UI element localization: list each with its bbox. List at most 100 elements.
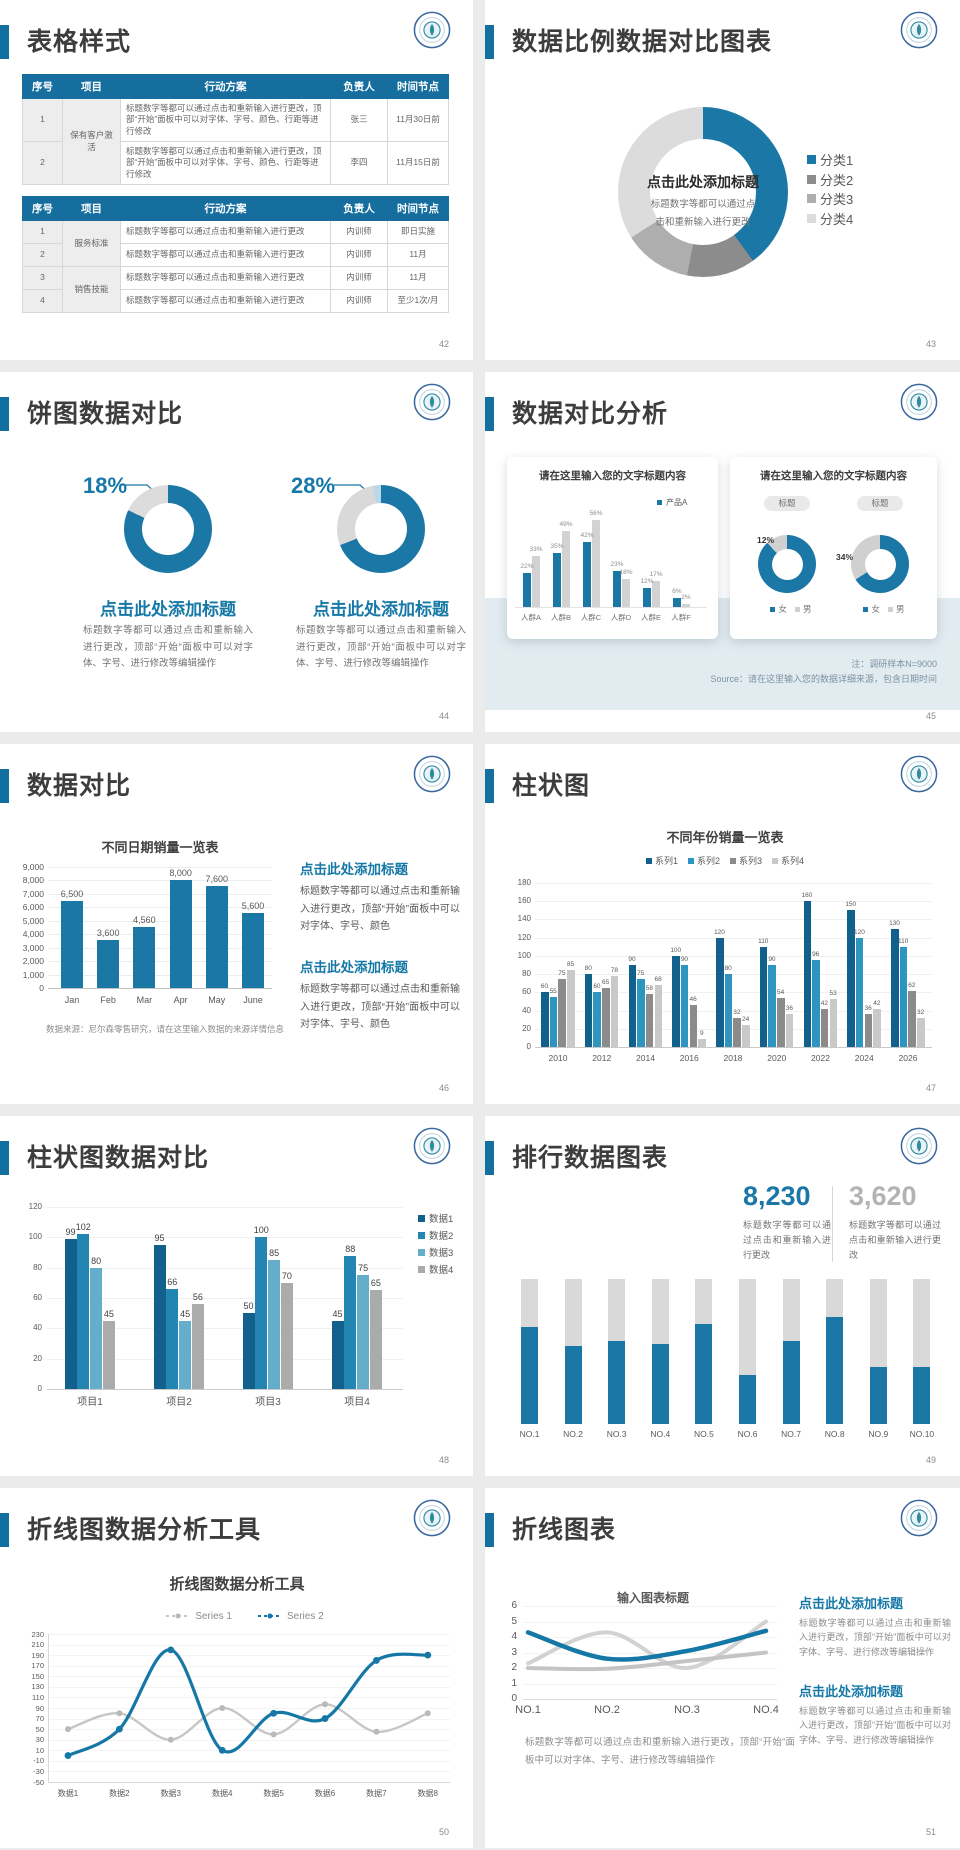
bar-fill	[782, 1341, 800, 1424]
slide-page-43[interactable]: 数据比例数据对比图表 点击此处添加标题 标题数字等都可以通过点击和重新输入进行更改…	[485, 0, 960, 360]
x-axis-label: 2022	[811, 1053, 830, 1063]
bar-value-label: 42%	[580, 531, 594, 539]
bar	[864, 1014, 873, 1047]
x-axis-label: 数据3	[160, 1789, 182, 1798]
table-cell: 保有客户激活	[62, 98, 121, 185]
page-number: 42	[438, 339, 449, 349]
bar-value-label: 8,000	[169, 868, 192, 879]
table-cell: 标题数字等都可以通过点击和重新输入进行更改，顶部“开始”面板中可以对字体、字号、…	[120, 98, 331, 142]
legend-label: 分类4	[820, 211, 854, 227]
legend-label: 系列1	[654, 856, 678, 866]
x-axis-label: Apr	[173, 995, 188, 1006]
gridline	[48, 1697, 450, 1699]
legend-label: 数据3	[429, 1248, 454, 1259]
gridline	[535, 937, 932, 939]
bar-value-label: 70	[281, 1270, 292, 1281]
bar	[716, 937, 724, 1047]
legend-row: Series 1 Series 2	[140, 1609, 350, 1623]
chart-card: 请在这里输入您的文字标题内容 标题 12% 女男标题 34% 女男	[730, 457, 937, 639]
school-emblem-icon	[413, 383, 451, 421]
title-accent-bar	[0, 769, 9, 803]
bar-value-label: 80	[91, 1255, 102, 1266]
y-tick-label: 5	[511, 1615, 517, 1627]
title-accent-bar	[485, 25, 494, 59]
page-number: 48	[438, 1455, 449, 1465]
bar	[829, 998, 838, 1047]
slide-page-45[interactable]: 数据对比分析 请在这里输入您的文字标题内容 产品A 22% 33% 人群A 35% 49% 人…	[485, 372, 960, 732]
bar	[102, 1320, 115, 1389]
slide-page-47[interactable]: 柱状图 不同年份销量一览表 系列1 系列2 系列3 系列4 0 20 40 60 80 100 120…	[485, 744, 960, 1104]
text-block-body: 标题数字等都可以通过点击和重新输入进行更改，顶部“开始”面板中可以对字体、字号、…	[300, 984, 460, 1030]
gender-donut	[758, 535, 816, 593]
data-point	[167, 1736, 174, 1743]
legend-label: 男	[896, 604, 905, 614]
table-column-header: 项目	[62, 74, 121, 99]
bar	[759, 946, 768, 1047]
table-cell: 标题数字等都可以通过点击和重新输入进行更改	[120, 243, 331, 267]
table-cell: 内训师	[330, 243, 388, 267]
table-cell: 即日实施	[387, 220, 449, 244]
table-column-header: 负责人	[330, 74, 388, 99]
x-axis-label: NO.4	[650, 1429, 671, 1439]
gridline	[48, 880, 272, 882]
y-tick-label: 6	[511, 1600, 517, 1611]
bar-value-label: 110	[898, 937, 909, 945]
slide-page-49[interactable]: 排行数据图表 8,230 标题数字等都可以通过点击和重新输入进行更改 3,620 标题…	[485, 1116, 960, 1476]
legend-label: 系列3	[739, 856, 763, 866]
bar	[169, 880, 192, 989]
pct-label: 28%	[291, 473, 336, 498]
y-tick-label: 5,000	[22, 915, 44, 926]
bar	[593, 992, 601, 1047]
legend-row: 女男	[852, 603, 916, 615]
legend-marker	[730, 857, 736, 864]
chart-card: 请在这里输入您的文字标题内容 产品A 22% 33% 人群A 35% 49% 人群B 42% 56…	[507, 457, 718, 639]
x-axis-label: Feb	[100, 995, 116, 1006]
slide-page-42[interactable]: 表格样式 序号 项目 行动方案 负责人 时间节点 1 保有客户激活 标题数字等都可以通过点击和…	[0, 0, 473, 360]
bar	[873, 1008, 881, 1047]
legend-item: 系列3	[730, 854, 762, 867]
data-table: 序号 项目 行动方案 负责人 时间节点 1 服务标准 标题数字等都可以通过点击和重新输入进行更…	[22, 196, 449, 313]
tag-pill: 标题	[857, 496, 903, 511]
bar-value-label: 42	[873, 999, 881, 1007]
gridline	[48, 947, 272, 949]
page-number: 50	[438, 1827, 449, 1837]
gridline	[48, 934, 272, 936]
axis-line	[48, 1782, 450, 1783]
x-axis-label: NO.4	[753, 1704, 779, 1716]
data-point	[373, 1728, 380, 1735]
bar	[682, 603, 690, 607]
data-point	[373, 1657, 380, 1664]
slide-page-44[interactable]: 饼图数据对比 18% 点击此处添加标题 标题数字等都可以通过点击和重新输入进行更改，…	[0, 372, 473, 732]
table-cell: 11月15日前	[387, 141, 449, 185]
x-axis-label: May	[208, 995, 226, 1006]
legend-item: 分类4	[807, 209, 853, 228]
pct-label: 12%	[757, 535, 775, 545]
bar-value-label: 99	[65, 1226, 76, 1237]
bar-fill	[826, 1316, 844, 1424]
pct-label: 34%	[836, 552, 854, 562]
bar	[166, 1288, 179, 1389]
bar	[357, 1275, 370, 1389]
text-block-heading: 点击此处添加标题	[300, 960, 408, 975]
bar-value-label: 56	[192, 1292, 203, 1303]
slide-page-48[interactable]: 柱状图数据对比 0 20 40 60 80 100 120 99 102 80 45 项目1 95 66 4…	[0, 1116, 473, 1476]
table-column-header: 行动方案	[120, 196, 331, 221]
bar-value-label: 60	[593, 983, 601, 991]
x-axis-label: 项目3	[255, 1397, 281, 1408]
school-emblem-icon	[900, 11, 938, 49]
slide-content: 8,230 标题数字等都可以通过点击和重新输入进行更改 3,620 标题数字等都可以通…	[485, 1116, 960, 1476]
bar-value-label: 80	[724, 965, 732, 973]
slide-page-50[interactable]: 折线图数据分析工具 折线图数据分析工具 Series 1 Series 2 230 21…	[0, 1488, 473, 1848]
bar	[812, 959, 820, 1047]
data-point	[424, 1651, 432, 1659]
school-emblem-icon	[900, 1127, 938, 1165]
legend-item: 系列1	[645, 854, 678, 867]
gridline	[48, 1729, 450, 1731]
slide-page-51[interactable]: 折线图表 输入图表标题 6 5 4 3 2 1 0 NO.1 NO.2 NO.3 NO.4 标题数字等都…	[485, 1488, 960, 1848]
gridline	[47, 1389, 403, 1390]
bar	[742, 1025, 750, 1047]
bar-value-label: 50	[243, 1301, 254, 1312]
slide-page-46[interactable]: 数据对比 不同日期销量一览表 9,000 8,000 7,000 6,000 5,000 4…	[0, 744, 473, 1104]
table-cell: 服务标准	[62, 220, 121, 267]
